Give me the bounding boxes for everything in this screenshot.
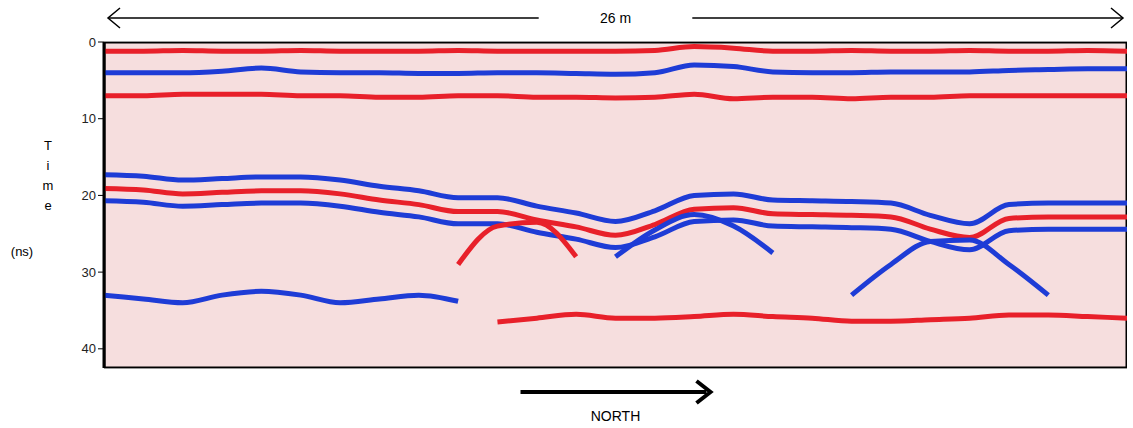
svg-text:m: m bbox=[43, 178, 54, 193]
svg-text:NORTH: NORTH bbox=[591, 408, 641, 424]
svg-text:i: i bbox=[47, 158, 50, 173]
svg-text:(ns): (ns) bbox=[11, 244, 33, 259]
svg-text:0: 0 bbox=[89, 35, 96, 50]
svg-text:30: 30 bbox=[82, 265, 96, 280]
svg-text:26 m: 26 m bbox=[600, 10, 631, 26]
svg-text:10: 10 bbox=[82, 111, 96, 126]
svg-text:e: e bbox=[44, 198, 51, 213]
svg-text:20: 20 bbox=[82, 188, 96, 203]
svg-text:40: 40 bbox=[82, 341, 96, 356]
svg-text:T: T bbox=[44, 138, 52, 153]
